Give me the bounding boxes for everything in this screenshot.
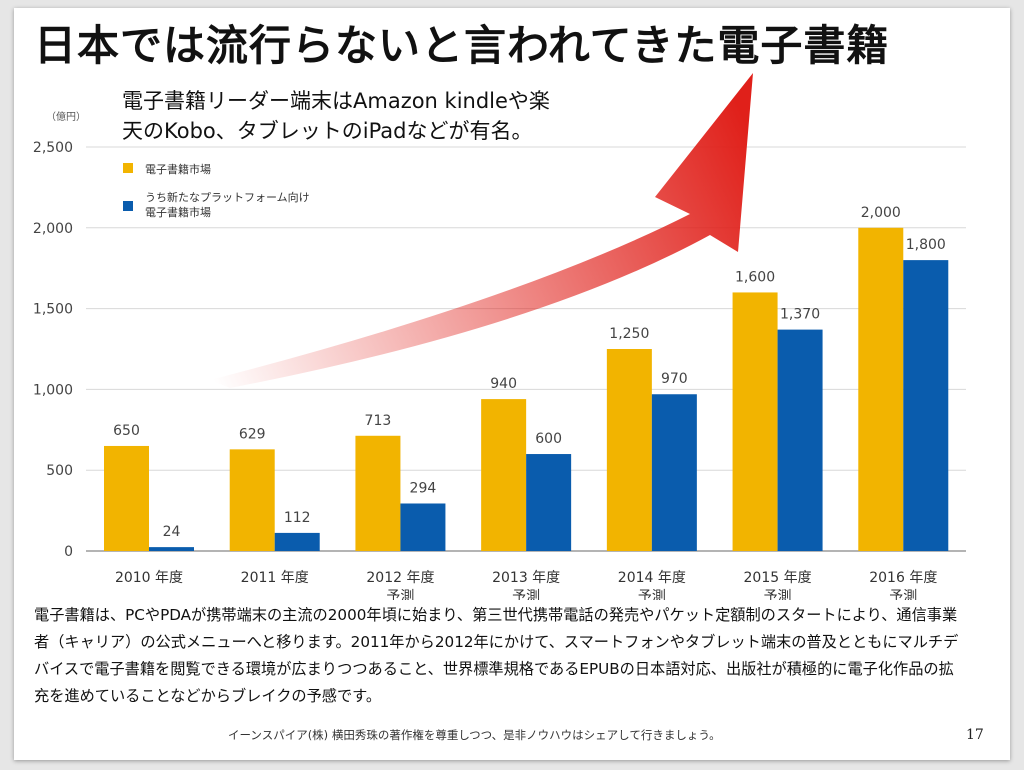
legend-label: 電子書籍市場: [145, 205, 211, 219]
bar-series2: [651, 394, 697, 551]
legend-swatch: [123, 163, 133, 173]
x-category-label: 2011 年度: [241, 570, 309, 586]
y-tick-label: 2,000: [33, 221, 73, 237]
data-label: 24: [163, 524, 181, 540]
x-category-label: 予測: [512, 589, 540, 600]
x-category-label: 2015 年度: [744, 570, 812, 586]
caption-line-2: 天のKobo、タブレットのiPadなどが有名。: [122, 119, 533, 143]
body-paragraph: 電子書籍は、PCやPDAが携帯端末の主流の2000年頃に始まり、第三世代携帯電話…: [34, 606, 959, 705]
data-label: 970: [661, 371, 688, 387]
slide-caption: 電子書籍リーダー端末はAmazon kindleや楽 天のKobo、タブレットの…: [122, 86, 642, 146]
data-label: 650: [113, 423, 140, 439]
x-category-label: 2016 年度: [869, 570, 937, 586]
bar-series1: [858, 227, 904, 552]
y-tick-label: 2,500: [33, 140, 73, 156]
x-category-label: 2013 年度: [492, 570, 560, 586]
x-category-label: 予測: [638, 589, 666, 600]
data-label: 112: [284, 510, 311, 526]
data-label: 600: [535, 431, 562, 447]
y-tick-label: 1,500: [33, 302, 73, 318]
y-tick-label: 1,000: [33, 382, 73, 398]
y-tick-label: 500: [46, 463, 73, 479]
x-category-label: 予測: [889, 589, 917, 600]
y-tick-label: 0: [64, 544, 73, 560]
data-label: 1,800: [906, 237, 946, 253]
bar-series2: [903, 260, 949, 551]
bar-series1: [481, 399, 527, 551]
data-label: 2,000: [861, 205, 901, 221]
data-label: 940: [490, 376, 517, 392]
slide-title: 日本では流行らないと言われてきた電子書籍: [34, 21, 890, 70]
bar-series1: [104, 445, 149, 551]
y-axis-unit-label: （億円）: [46, 110, 86, 123]
caption-line-1: 電子書籍リーダー端末はAmazon kindleや楽: [122, 89, 550, 113]
footer-text: イーンスパイア(株) 横田秀珠の著作権を尊重しつつ、是非ノウハウはシェアして行き…: [228, 728, 721, 742]
bar-series2: [274, 532, 320, 551]
bar-series2: [400, 503, 446, 551]
x-category-label: 予測: [764, 589, 792, 600]
bar-series2: [777, 329, 823, 551]
bar-series2: [526, 454, 572, 551]
bar-series1: [355, 435, 401, 551]
x-category-label: 2014 年度: [618, 570, 686, 586]
bar-series1: [606, 349, 652, 551]
legend-label: 電子書籍市場: [145, 162, 211, 176]
data-label: 713: [365, 413, 392, 429]
data-label: 629: [239, 426, 266, 442]
x-category-label: 2012 年度: [366, 570, 434, 586]
legend-label: うち新たなプラットフォーム向け: [145, 190, 310, 204]
bar-series1: [229, 449, 275, 551]
trend-arrow-icon: [210, 73, 753, 388]
data-label: 1,250: [609, 326, 649, 342]
page-number: 17: [966, 727, 984, 743]
bar-chart: 0 500 1,000 1,500 2,000 2,500 650 629 713 940 1,2…: [33, 73, 966, 600]
x-category-label: 予測: [386, 589, 414, 600]
bar-series2: [149, 547, 194, 551]
data-label: 1,370: [780, 307, 820, 323]
legend-swatch: [123, 201, 133, 211]
data-label: 294: [410, 480, 437, 496]
data-label: 1,600: [735, 269, 775, 285]
bar-series1: [732, 292, 778, 551]
x-category-label: 2010 年度: [115, 570, 183, 586]
